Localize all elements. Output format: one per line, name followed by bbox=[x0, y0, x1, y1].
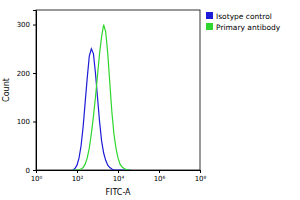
x-tick-label: 10⁴ bbox=[113, 175, 125, 183]
y-tick: 0 bbox=[26, 167, 36, 175]
y-tick-label: 0 bbox=[26, 167, 30, 175]
y-tick-label: 300 bbox=[17, 21, 30, 29]
x-axis: 10⁰ 10² 10⁴ 10⁶ 10⁸ bbox=[31, 170, 207, 183]
x-tick-mark bbox=[77, 170, 78, 173]
x-tick-mark bbox=[118, 170, 119, 173]
plot-area bbox=[73, 25, 130, 170]
y-tick-mark bbox=[33, 73, 36, 74]
x-tick: 10⁴ bbox=[113, 170, 125, 183]
y-tick: 100 bbox=[17, 118, 36, 126]
y-tick: 200 bbox=[17, 70, 36, 78]
y-tick-label: 200 bbox=[17, 70, 30, 78]
y-tick-label: 100 bbox=[17, 118, 30, 126]
x-tick-mark bbox=[159, 170, 160, 173]
x-tick: 10⁶ bbox=[154, 170, 166, 183]
legend-label: Primary antibody bbox=[216, 23, 281, 32]
y-axis-line bbox=[33, 11, 37, 171]
y-axis: 0 100 200 300 bbox=[17, 11, 37, 175]
x-tick: 10² bbox=[72, 170, 84, 183]
x-tick-label: 10⁶ bbox=[154, 175, 166, 183]
x-tick-label: 10⁰ bbox=[31, 175, 43, 183]
legend-swatch bbox=[206, 23, 213, 30]
series-line bbox=[73, 25, 130, 170]
legend-swatch bbox=[206, 12, 213, 19]
y-tick-mark bbox=[33, 170, 36, 171]
y-tick: 300 bbox=[17, 21, 36, 29]
plot-frame bbox=[36, 10, 200, 170]
x-tick: 10⁰ bbox=[31, 170, 43, 183]
legend-label: Isotype control bbox=[216, 12, 272, 21]
x-tick-label: 10² bbox=[72, 175, 84, 183]
y-tick-mark bbox=[33, 25, 36, 26]
series-line bbox=[73, 49, 130, 170]
y-axis-title: Count bbox=[2, 78, 11, 102]
x-tick: 10⁸ bbox=[195, 170, 207, 183]
y-tick-mark bbox=[33, 122, 36, 123]
x-axis-title: FITC-A bbox=[105, 188, 131, 197]
chart: 10⁰ 10² 10⁴ 10⁶ 10⁸ 0 100 200 300 FITC-A Count Isot… bbox=[0, 0, 300, 200]
legend: Isotype control Primary antibody bbox=[206, 12, 281, 32]
x-tick-mark bbox=[200, 170, 201, 173]
x-tick-label: 10⁸ bbox=[195, 175, 207, 183]
x-axis-line bbox=[37, 171, 201, 174]
